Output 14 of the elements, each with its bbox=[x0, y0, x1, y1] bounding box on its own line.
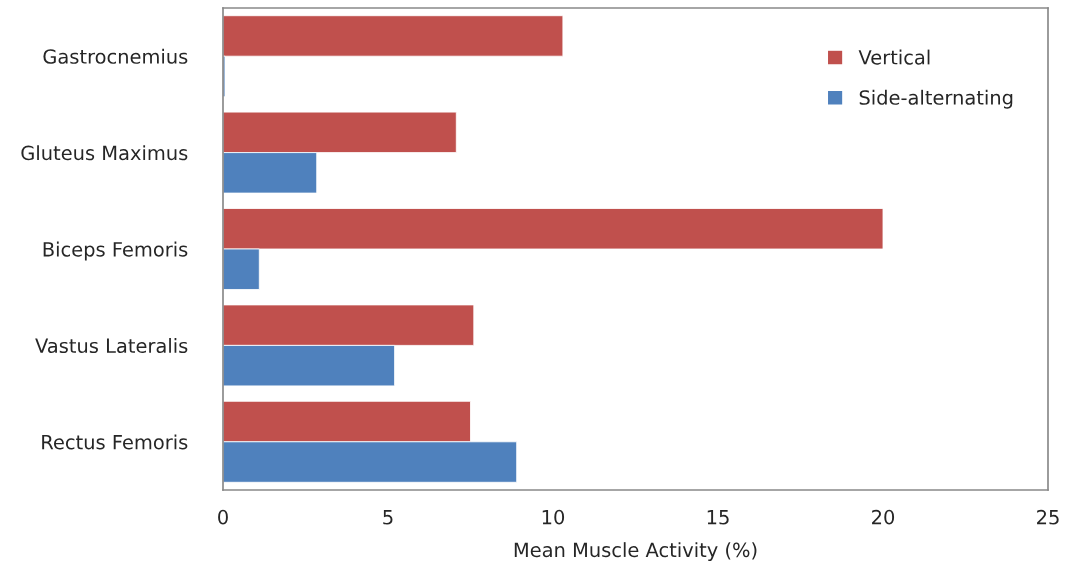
x-tick-label: 15 bbox=[707, 510, 729, 525]
x-axis-title: Mean Muscle Activity (%) bbox=[514, 542, 757, 561]
y-tick-label: Vastus Lateralis bbox=[35, 338, 188, 354]
y-tick-label: Biceps Femoris bbox=[43, 241, 188, 261]
y-tick-label: Gluteus Maximus bbox=[21, 145, 188, 161]
legend-label: Vertical bbox=[858, 49, 930, 65]
x-tick-label: 0 bbox=[218, 509, 228, 525]
x-tick-label: 5 bbox=[383, 510, 393, 525]
x-tick-label: 10 bbox=[542, 509, 565, 525]
y-tick-label: Rectus Femoris bbox=[42, 434, 188, 450]
y-tick-label: Gastrocnemius bbox=[43, 48, 188, 64]
x-tick-label: 20 bbox=[872, 509, 895, 525]
legend-label: Side-alternating bbox=[859, 89, 1013, 109]
x-tick-label: 25 bbox=[1037, 509, 1059, 525]
